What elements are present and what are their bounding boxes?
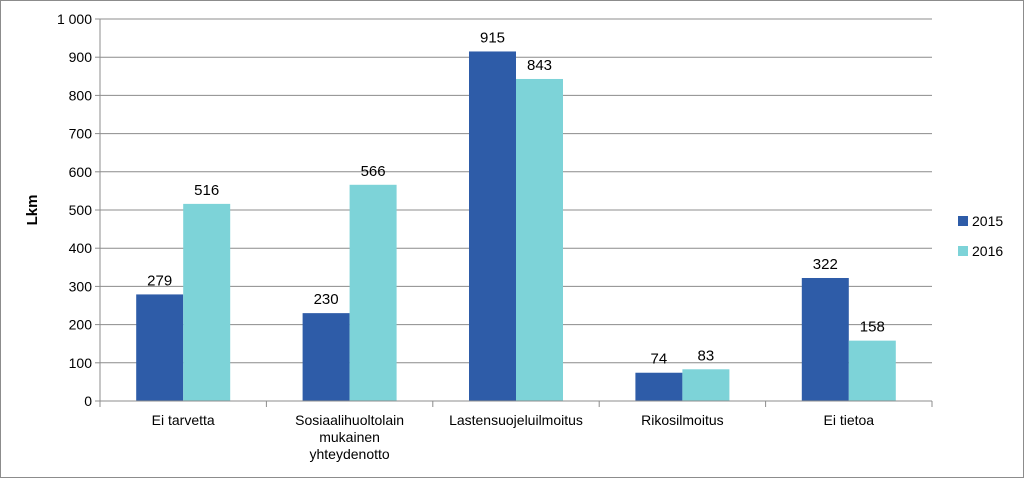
y-tick-label: 900 — [69, 49, 93, 65]
data-label: 516 — [194, 182, 219, 199]
bar-2015 — [302, 313, 350, 401]
bar-2015 — [136, 294, 184, 401]
bar-2015 — [635, 372, 683, 401]
data-label: 158 — [860, 319, 885, 336]
bars — [136, 51, 896, 401]
x-category-label: Ei tarvetta — [152, 412, 215, 428]
data-label: 83 — [698, 347, 715, 364]
bar-2016 — [682, 369, 730, 401]
y-axis-title: Lkm — [24, 195, 41, 226]
bar-2015 — [469, 51, 516, 401]
y-tick-label: 100 — [69, 355, 93, 371]
axes — [95, 18, 933, 407]
legend-label-2016: 2016 — [972, 243, 1003, 259]
legend: 2015 2016 — [958, 213, 1003, 259]
x-category-label: Ei tietoa — [824, 412, 875, 428]
data-label: 566 — [361, 163, 386, 180]
y-tick-label: 400 — [69, 240, 93, 256]
bar-2016 — [848, 340, 896, 401]
data-label: 322 — [813, 256, 838, 273]
x-category-label: Sosiaalihuoltolain — [295, 412, 404, 428]
y-tick-label: 500 — [69, 202, 93, 218]
data-label: 230 — [314, 291, 339, 308]
x-category-label: Rikosilmoitus — [641, 412, 723, 428]
legend-label-2015: 2015 — [972, 213, 1003, 229]
data-label: 915 — [480, 29, 505, 46]
legend-swatch-2016 — [958, 246, 968, 256]
y-tick-label: 0 — [84, 393, 92, 409]
bar-2016 — [183, 203, 231, 401]
x-category-label: yhteydenotto — [310, 446, 390, 462]
y-tick-label: 300 — [69, 278, 93, 294]
data-label: 74 — [651, 351, 668, 368]
y-tick-label: 700 — [69, 126, 93, 142]
labels: 0 100 200 300 400 500 600 700 800 900 1 000 279 516 E… — [57, 11, 885, 462]
bar-2015 — [801, 277, 849, 401]
bar-2016 — [516, 78, 563, 401]
y-tick-label: 600 — [69, 164, 93, 180]
y-tick-label: 200 — [69, 317, 93, 333]
bar-2016 — [349, 184, 397, 401]
x-category-label: mukainen — [319, 429, 380, 445]
y-tick-label: 800 — [69, 87, 93, 103]
x-category-label: Lastensuojeluilmoitus — [449, 412, 583, 428]
legend-swatch-2015 — [958, 216, 968, 226]
y-tick-label: 1 000 — [57, 11, 92, 27]
data-label: 279 — [147, 272, 172, 289]
data-label: 843 — [527, 57, 552, 74]
